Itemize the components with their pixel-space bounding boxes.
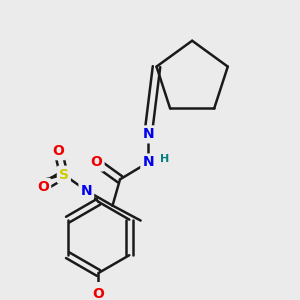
Text: O: O <box>91 155 103 170</box>
Text: S: S <box>59 168 69 182</box>
Text: N: N <box>80 184 92 198</box>
Text: O: O <box>37 180 49 194</box>
Text: N: N <box>142 155 154 170</box>
Text: O: O <box>92 286 104 300</box>
Text: N: N <box>142 128 154 141</box>
Text: O: O <box>52 144 64 158</box>
Text: H: H <box>160 154 169 164</box>
